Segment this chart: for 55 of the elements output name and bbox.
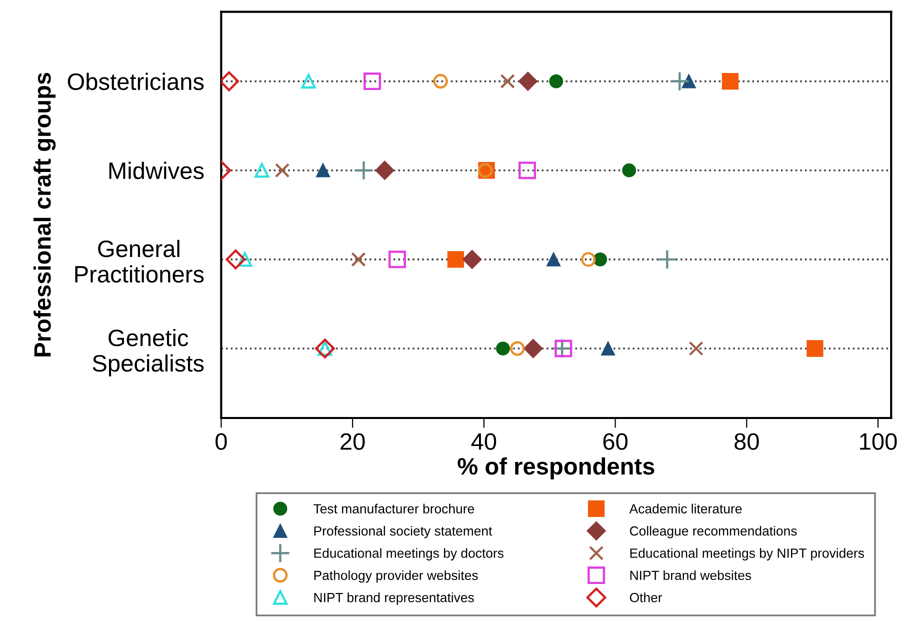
point	[221, 71, 240, 92]
y-tick-label: Midwives	[109, 162, 204, 180]
legend-label: Educational meetings by doctors	[314, 548, 504, 560]
y-tick-label: General Practitioners	[75, 240, 204, 283]
point	[237, 252, 252, 267]
point	[226, 249, 246, 270]
point	[447, 251, 464, 268]
x-tick-label: 80	[734, 433, 759, 450]
legend-label: Colleague recommendations	[630, 526, 797, 538]
x-tick-label: 100	[860, 433, 897, 450]
point	[496, 342, 510, 356]
point	[549, 74, 564, 88]
point	[354, 160, 374, 181]
point	[518, 162, 536, 180]
x-tick-label: 60	[603, 433, 628, 450]
point	[254, 163, 270, 178]
legend-label: NIPT brand websites	[630, 570, 752, 580]
legend-label: Other	[630, 592, 662, 602]
point	[622, 163, 636, 178]
point	[518, 72, 538, 91]
point	[316, 163, 330, 178]
legend-label: Pathology provider websites	[314, 570, 478, 583]
x-axis-title: % of respondents	[458, 457, 654, 480]
legend-label: Academic literature	[629, 504, 742, 514]
y-tick-label: Genetic Specialists	[92, 328, 204, 376]
point	[688, 341, 704, 356]
point	[364, 72, 382, 90]
y-axis-title: Professional craft groups	[34, 72, 56, 356]
x-tick-label: 40	[471, 433, 496, 450]
x-tick-label: 20	[340, 433, 365, 450]
point	[722, 72, 739, 90]
point	[670, 71, 690, 92]
point	[806, 340, 824, 357]
point	[500, 74, 515, 89]
point	[433, 74, 448, 89]
legend-label: Professional society statement	[314, 526, 492, 538]
point	[682, 74, 696, 88]
y-tick-label: Obstetricians	[68, 72, 204, 90]
point	[301, 74, 316, 89]
point	[462, 250, 482, 269]
point	[274, 163, 290, 178]
point	[601, 342, 616, 356]
legend-label: Test manufacturer brochure	[314, 504, 474, 514]
point	[657, 249, 678, 270]
point	[510, 341, 525, 356]
legend-label: Educational meetings by NIPT providers	[630, 548, 864, 560]
point	[546, 252, 560, 266]
point	[351, 252, 366, 267]
x-tick-label: 0	[216, 433, 227, 450]
point	[580, 252, 596, 267]
point	[388, 250, 406, 268]
point	[524, 338, 543, 358]
point	[375, 160, 394, 180]
legend-label: NIPT brand representatives	[314, 592, 474, 605]
point	[593, 252, 608, 266]
